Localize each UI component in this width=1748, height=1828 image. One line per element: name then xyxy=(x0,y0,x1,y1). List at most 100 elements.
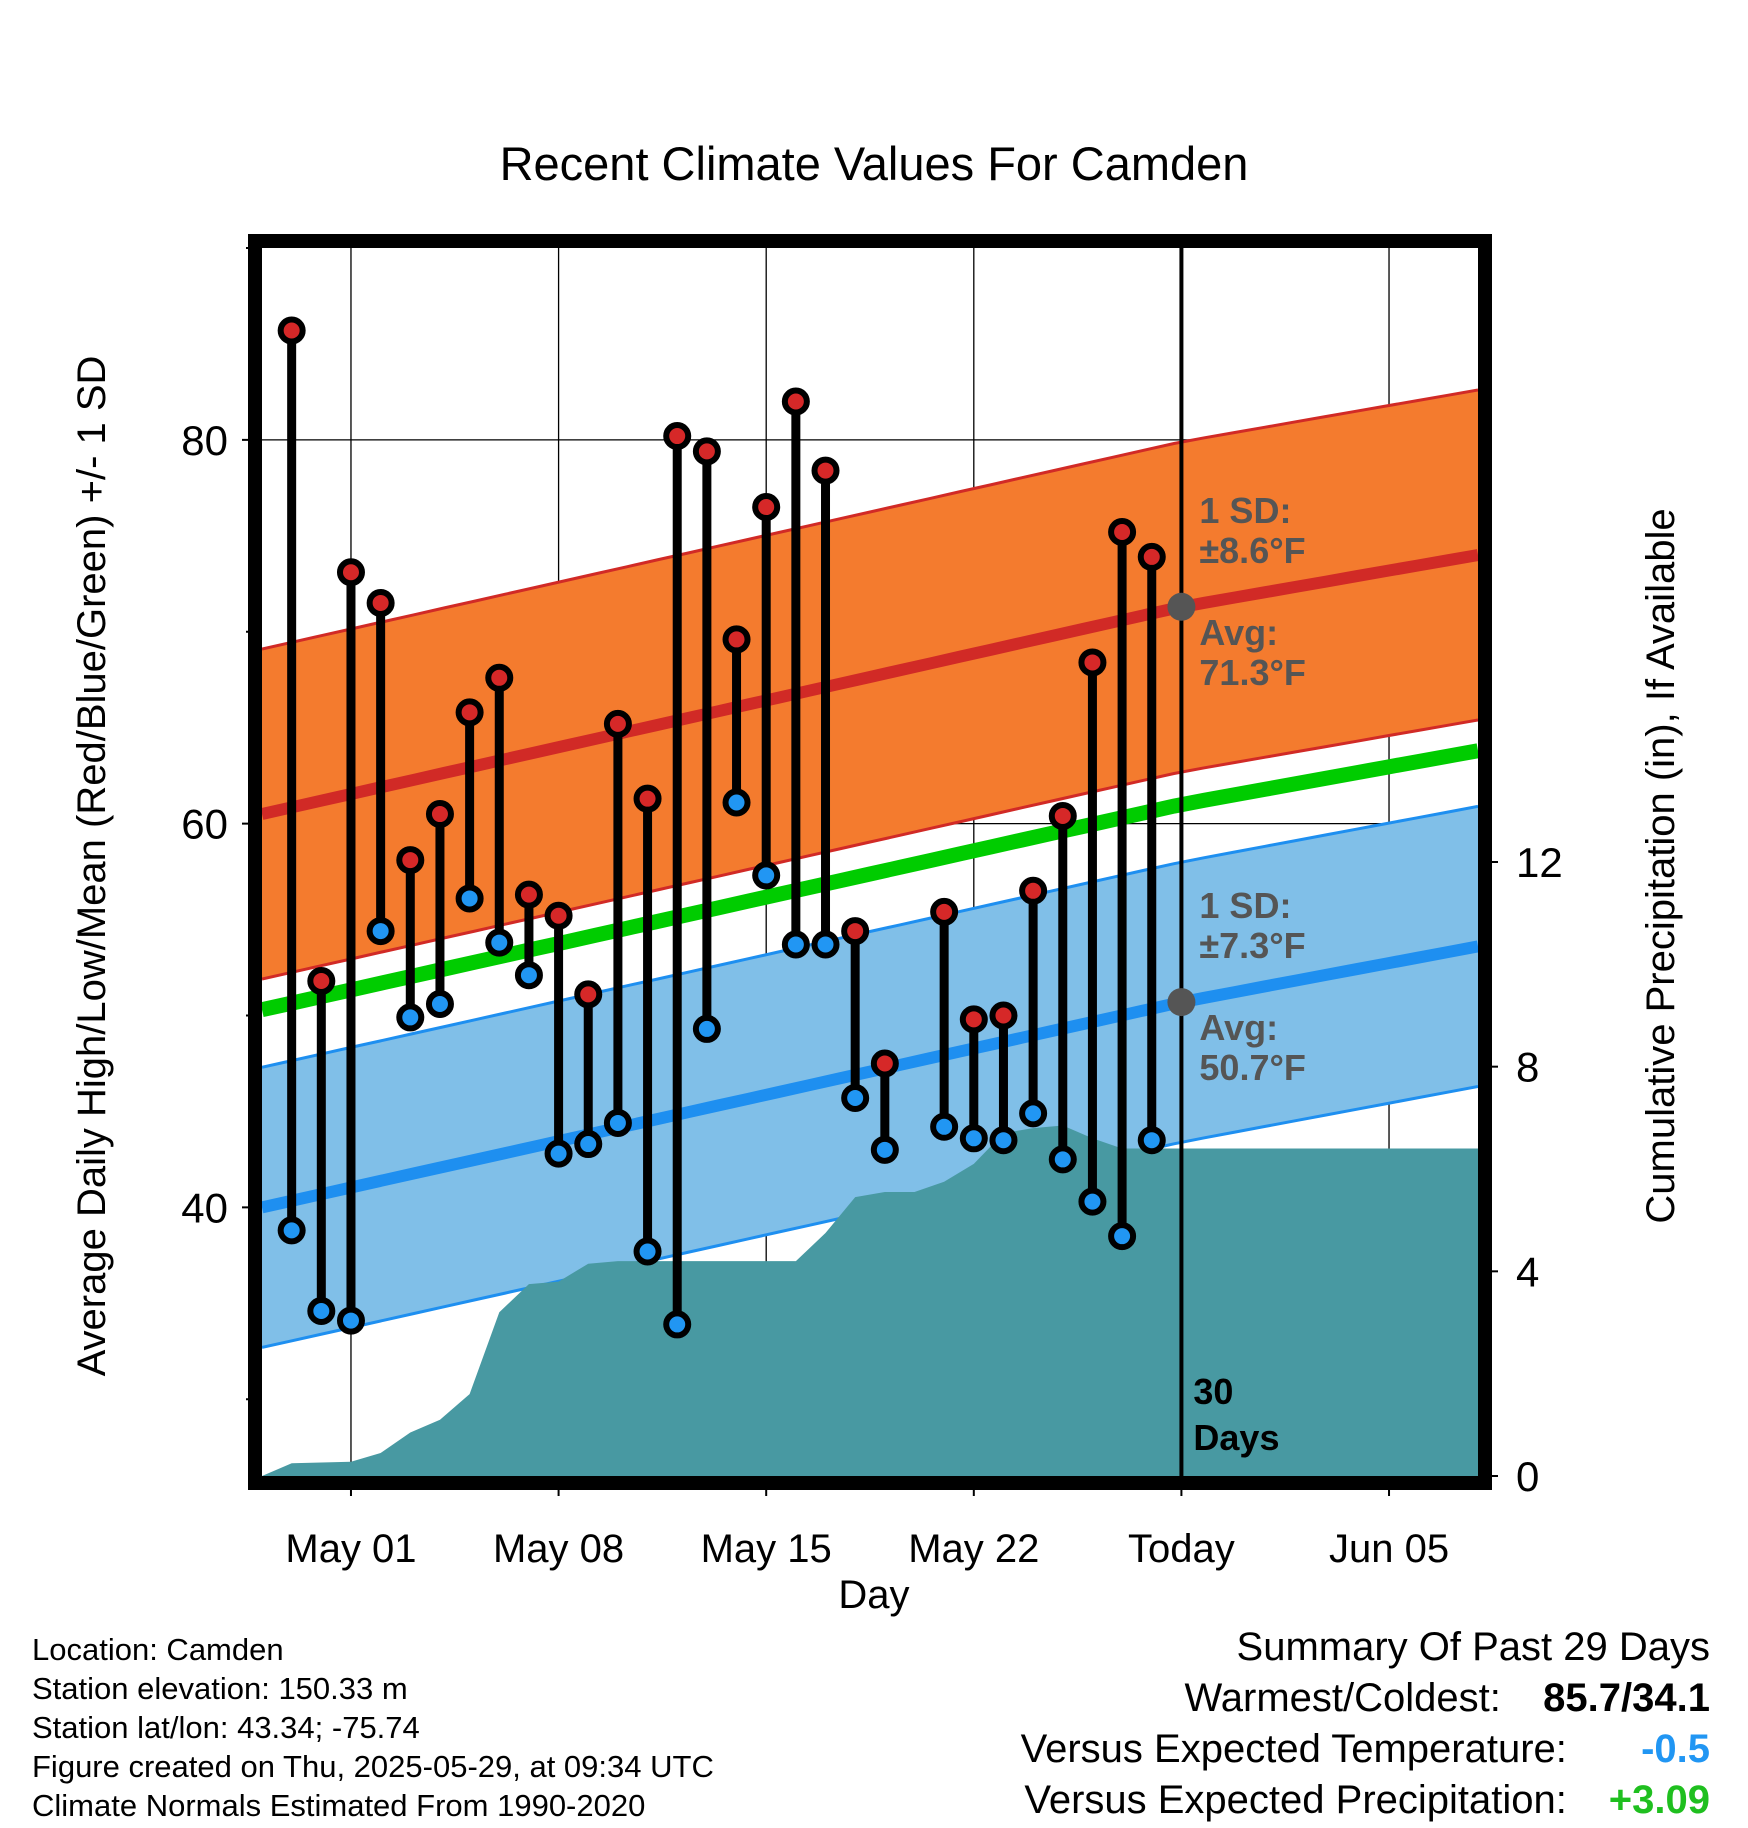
daily-low-point xyxy=(781,930,810,959)
daily-low-point xyxy=(722,788,751,817)
daily-high-point xyxy=(870,1049,899,1078)
y-tick-label: 60 xyxy=(181,801,228,848)
daily-low-point xyxy=(1019,1099,1048,1128)
low-band-upper-edge xyxy=(262,804,1478,1069)
low-sd-value: ±7.3°F xyxy=(1199,925,1305,966)
y2-tick-label: 8 xyxy=(1516,1044,1539,1091)
daily-high-point xyxy=(1078,648,1107,677)
daily-low-point xyxy=(1137,1126,1166,1155)
daily-high-point xyxy=(1108,517,1137,546)
warm-cold-row: Warmest/Coldest: 85.7/34.1 xyxy=(1021,1673,1711,1724)
x-tick-label: Jun 05 xyxy=(1329,1527,1449,1571)
x-tick-label: May 01 xyxy=(285,1527,416,1571)
daily-low-point xyxy=(1078,1187,1107,1216)
daily-high-point xyxy=(574,980,603,1009)
summary-panel: Summary Of Past 29 Days Warmest/Coldest:… xyxy=(1021,1622,1710,1826)
y2-tick-label: 0 xyxy=(1516,1453,1539,1500)
daily-high-point xyxy=(633,784,662,813)
low-avg-value: 50.7°F xyxy=(1199,1047,1305,1088)
daily-high-point xyxy=(811,456,840,485)
y-tick-label: 40 xyxy=(181,1184,228,1231)
daily-high-point xyxy=(544,901,573,930)
x-tick-label: May 15 xyxy=(701,1527,832,1571)
high-band-lower-edge xyxy=(262,718,1478,981)
temp-label: Versus Expected Temperature: xyxy=(1020,1727,1567,1771)
daily-low-point xyxy=(692,1014,721,1043)
daily-high-point xyxy=(603,709,632,738)
daily-low-point xyxy=(603,1108,632,1137)
daily-high-point xyxy=(692,437,721,466)
daily-low-point xyxy=(841,1084,870,1113)
warm-cold-value: 85.7/34.1 xyxy=(1543,1676,1710,1720)
daily-low-point xyxy=(425,989,454,1018)
daily-low-point xyxy=(514,961,543,990)
today-days-label: 30 Days xyxy=(1193,1371,1279,1458)
daily-high-point xyxy=(455,698,484,727)
created-text: Figure created on Thu, 2025-05-29, at 09… xyxy=(32,1749,714,1784)
daily-high-point xyxy=(366,588,395,617)
daily-high-point xyxy=(752,493,781,522)
daily-high-point xyxy=(781,387,810,416)
daily-low-point xyxy=(870,1135,899,1164)
daily-low-point xyxy=(959,1124,988,1153)
daily-high-point xyxy=(1048,801,1077,830)
daily-low-point xyxy=(633,1237,662,1266)
high-sd-band xyxy=(262,390,1478,979)
high-band-upper-edge xyxy=(262,388,1478,651)
temp-value: -0.5 xyxy=(1641,1727,1710,1771)
daily-low-point xyxy=(336,1306,365,1335)
summary-heading: Summary Of Past 29 Days xyxy=(1236,1625,1710,1669)
daily-high-point xyxy=(425,800,454,829)
daily-high-point xyxy=(930,897,959,926)
y2-axis-label: Cumulative Precipitation (in), If Availa… xyxy=(1639,508,1683,1223)
daily-low-point xyxy=(455,884,484,913)
daily-high-point xyxy=(722,625,751,654)
daily-high-point xyxy=(1137,542,1166,571)
station-info: Location: Camden Station elevation: 150.… xyxy=(32,1630,714,1825)
high-average-line xyxy=(262,549,1478,820)
low-average-line xyxy=(262,940,1478,1214)
normals-text: Climate Normals Estimated From 1990-2020 xyxy=(32,1788,646,1823)
daily-high-point xyxy=(336,558,365,587)
climate-chart: Recent Climate Values For Camden 1 SD:±8… xyxy=(70,137,1683,1617)
today-high-average-marker xyxy=(1167,592,1196,621)
daily-low-point xyxy=(485,928,514,957)
mean-average-line xyxy=(262,743,1478,1018)
high-sd-label: 1 SD: xyxy=(1199,490,1291,531)
daily-low-point xyxy=(930,1112,959,1141)
chart-title: Recent Climate Values For Camden xyxy=(500,137,1249,190)
daily-high-point xyxy=(307,966,336,995)
y-tick-label: 80 xyxy=(181,417,228,464)
precip-area xyxy=(262,1125,1478,1476)
daily-high-point xyxy=(959,1005,988,1034)
daily-high-point xyxy=(841,917,870,946)
low-sd-label: 1 SD: xyxy=(1199,885,1291,926)
warm-cold-label: Warmest/Coldest: xyxy=(1184,1676,1501,1720)
daily-low-point xyxy=(307,1296,336,1325)
location-text: Location: Camden xyxy=(32,1632,284,1667)
daily-low-point xyxy=(574,1130,603,1159)
daily-high-point xyxy=(1019,876,1048,905)
x-axis-label: Day xyxy=(838,1573,909,1617)
y-axis-label: Average Daily High/Low/Mean (Red/Blue/Gr… xyxy=(70,356,114,1377)
x-tick-label: Today xyxy=(1128,1527,1235,1571)
daily-low-point xyxy=(396,1003,425,1032)
daily-low-point xyxy=(663,1310,692,1339)
temp-row: Versus Expected Temperature: -0.5 xyxy=(1021,1724,1710,1775)
daily-high-point xyxy=(663,422,692,451)
y2-tick-label: 12 xyxy=(1516,839,1563,886)
daily-low-point xyxy=(989,1126,1018,1155)
precip-label: Versus Expected Precipitation: xyxy=(1024,1778,1567,1822)
daily-high-point xyxy=(485,663,514,692)
low-avg-label: Avg: xyxy=(1199,1007,1278,1048)
daily-low-point xyxy=(366,917,395,946)
high-avg-label: Avg: xyxy=(1199,612,1278,653)
daily-low-point xyxy=(1108,1222,1137,1251)
precip-value: +3.09 xyxy=(1608,1778,1710,1822)
high-avg-value: 71.3°F xyxy=(1199,652,1305,693)
daily-high-point xyxy=(396,846,425,875)
high-sd-value: ±8.6°F xyxy=(1199,530,1305,571)
daily-low-point xyxy=(1048,1145,1077,1174)
daily-high-point xyxy=(277,316,306,345)
